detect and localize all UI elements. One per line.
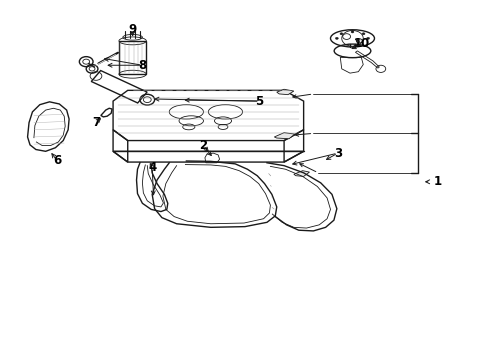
Text: 1: 1 — [434, 175, 442, 188]
Text: 10: 10 — [354, 37, 370, 50]
Polygon shape — [274, 133, 295, 139]
Text: 7: 7 — [92, 116, 100, 129]
Circle shape — [340, 33, 343, 35]
Text: 3: 3 — [334, 147, 342, 159]
Text: 8: 8 — [138, 59, 147, 72]
Circle shape — [335, 37, 338, 40]
Circle shape — [351, 31, 354, 33]
Text: 9: 9 — [128, 23, 137, 36]
Polygon shape — [294, 171, 310, 176]
Text: 2: 2 — [199, 139, 208, 152]
Circle shape — [362, 33, 365, 35]
Text: 6: 6 — [53, 154, 61, 167]
Text: 4: 4 — [148, 161, 156, 174]
Polygon shape — [277, 89, 294, 95]
Text: 5: 5 — [255, 95, 264, 108]
Circle shape — [367, 37, 369, 40]
